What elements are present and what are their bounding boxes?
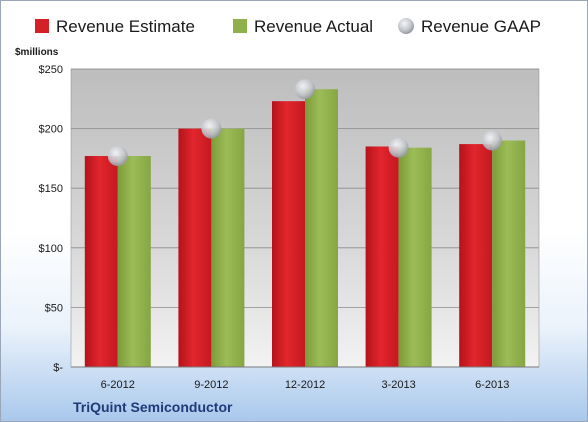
legend-swatch-revenue-estimate xyxy=(35,19,49,33)
bar-revenue-actual xyxy=(117,156,151,367)
marker-revenue-gaap xyxy=(295,79,315,100)
bars xyxy=(84,89,526,368)
company-name: TriQuint Semiconductor xyxy=(73,399,233,415)
x-tick-label: 6-2013 xyxy=(475,379,509,391)
x-tick-label: 3-2013 xyxy=(381,379,415,391)
legend-label-revenue-gaap: Revenue GAAP xyxy=(421,17,541,36)
bar-revenue-estimate xyxy=(459,144,493,367)
bar-revenue-estimate xyxy=(178,128,212,367)
legend: Revenue Estimate Revenue Actual Revenue … xyxy=(35,17,541,36)
y-tick-label: $50 xyxy=(45,302,63,314)
legend-swatch-revenue-actual xyxy=(233,19,247,33)
marker-revenue-gaap xyxy=(388,137,409,158)
marker-revenue-gaap xyxy=(107,146,128,167)
y-tick-label: $150 xyxy=(39,183,63,195)
bar-revenue-actual xyxy=(211,128,245,367)
x-tick-label: 6-2012 xyxy=(101,379,135,391)
x-axis-ticks: 6-2012 9-2012 12-2012 3-2013 6-2013 xyxy=(101,379,510,391)
bar-revenue-actual xyxy=(398,147,432,367)
bar-revenue-actual xyxy=(492,140,526,367)
marker-revenue-gaap xyxy=(201,118,222,139)
y-tick-label: $250 xyxy=(39,64,63,76)
x-tick-label: 9-2012 xyxy=(194,379,228,391)
legend-label-revenue-actual: Revenue Actual xyxy=(254,17,373,36)
bar-revenue-estimate xyxy=(365,146,399,367)
y-axis-unit-label: $millions xyxy=(15,47,59,58)
y-axis-ticks: $- $50 $100 $150 $200 $250 xyxy=(39,64,64,374)
x-tick-label: 12-2012 xyxy=(285,379,325,391)
legend-label-revenue-estimate: Revenue Estimate xyxy=(56,17,195,36)
bar-revenue-estimate xyxy=(84,156,118,367)
y-tick-label: $- xyxy=(53,362,63,374)
marker-revenue-gaap xyxy=(482,130,503,151)
legend-marker-revenue-gaap xyxy=(398,18,414,34)
y-tick-label: $200 xyxy=(39,124,63,136)
gaap-markers xyxy=(107,79,503,167)
bar-revenue-actual xyxy=(305,89,338,367)
y-tick-label: $100 xyxy=(39,243,63,255)
bar-revenue-estimate xyxy=(272,101,305,368)
